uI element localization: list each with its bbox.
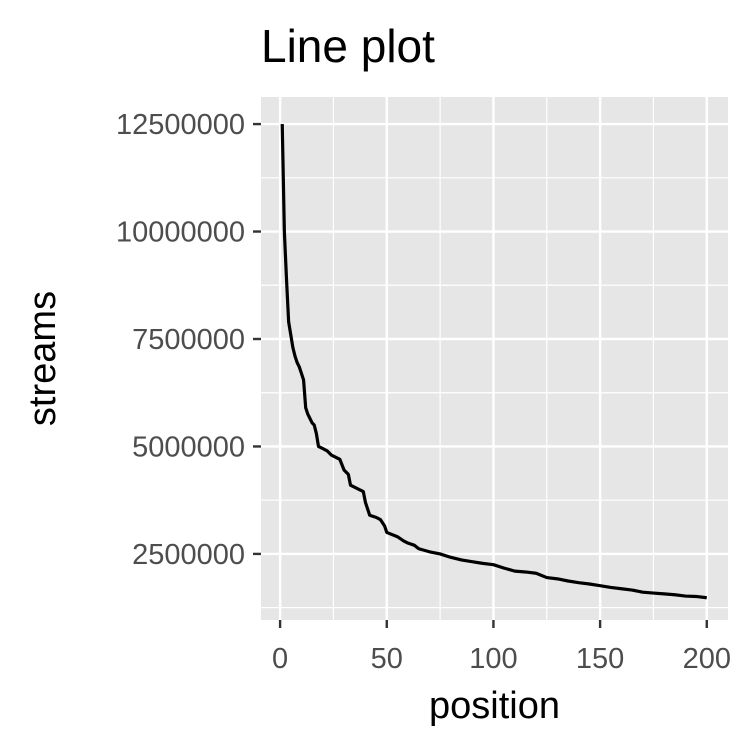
x-tick-label: 50: [371, 643, 403, 675]
series-line-streams: [280, 124, 707, 600]
y-tick-label: 7500000: [132, 324, 245, 356]
x-tick-label: 200: [683, 643, 731, 675]
x-axis-title: position: [429, 685, 560, 727]
x-tick-label: 0: [272, 643, 288, 675]
x-tick-label: 150: [576, 643, 624, 675]
x-tick-label: 100: [469, 643, 517, 675]
y-tick-label: 5000000: [132, 431, 245, 463]
chart-title: Line plot: [261, 20, 435, 72]
y-tick-label: 12500000: [116, 109, 245, 141]
x-axis: 0 50 100 150 200: [272, 620, 731, 675]
y-axis-title: streams: [22, 291, 64, 426]
y-tick-label: 2500000: [132, 539, 245, 571]
y-tick-label: 10000000: [116, 217, 245, 249]
series-layer: [280, 124, 707, 600]
y-axis: 2500000 5000000 7500000 10000000 12500000: [116, 109, 261, 571]
